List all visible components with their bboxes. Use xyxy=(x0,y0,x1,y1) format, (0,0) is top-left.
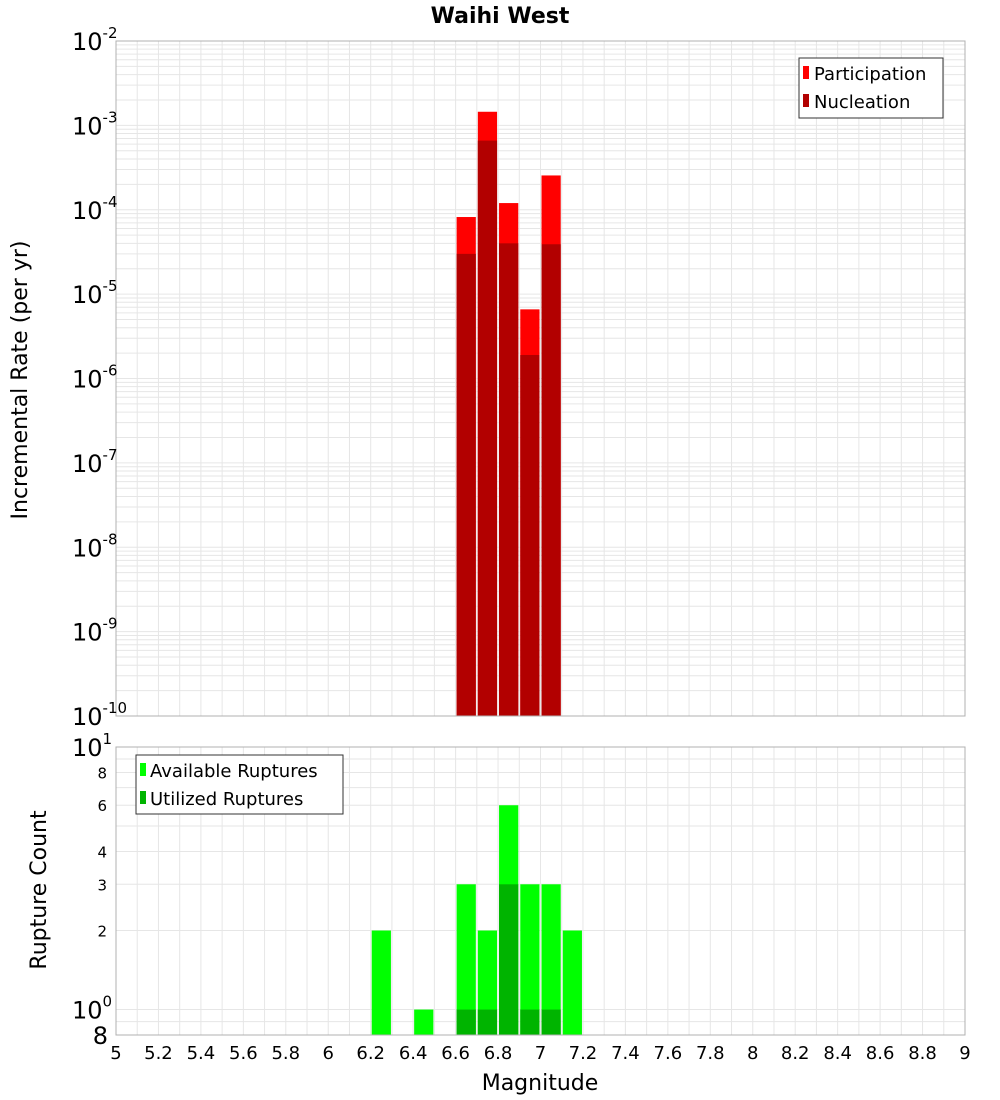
top-y-tick-label: 10-4 xyxy=(72,193,118,225)
x-tick-label: 6 xyxy=(323,1043,334,1064)
top-y-tick-label: 10-7 xyxy=(72,446,118,478)
top-bar-nucleation xyxy=(499,243,519,717)
top-legend-swatch xyxy=(803,66,809,79)
bottom-y-tick-label: 6 xyxy=(97,797,107,815)
bottom-bar-available-ruptures xyxy=(520,884,540,1035)
bottom-y-tick-label: 3 xyxy=(97,876,107,894)
x-tick-label: 7 xyxy=(535,1043,546,1064)
bottom-bar-available-ruptures xyxy=(414,1009,434,1035)
x-tick-label: 5.2 xyxy=(144,1043,173,1064)
x-tick-label: 5.6 xyxy=(229,1043,258,1064)
top-y-axis-label: Incremental Rate (per yr) xyxy=(8,241,33,520)
bottom-bar-available-ruptures xyxy=(371,930,391,1035)
top-bar-nucleation xyxy=(520,354,540,716)
top-y-tick-label: 10-5 xyxy=(72,277,118,309)
bottom-legend-label: Available Ruptures xyxy=(150,761,318,782)
top-bar-nucleation xyxy=(477,140,498,717)
top-bar-nucleation xyxy=(456,253,476,716)
bottom-y-axis-label: Rupture Count xyxy=(27,810,52,970)
top-panel: 10-10 10-9 10-8 10-7 10-6 10-5 10-4 10-3 10-2 Par… xyxy=(72,24,966,731)
x-tick-label: 9 xyxy=(959,1043,970,1064)
bottom-legend-swatch xyxy=(140,763,146,776)
bottom-bar-available-ruptures xyxy=(562,930,582,1035)
top-y-tick-label: 10-2 xyxy=(72,24,118,56)
bottom-bar-utilized-ruptures xyxy=(541,1009,561,1035)
x-tick-label: 7.2 xyxy=(569,1043,598,1064)
x-tick-label: 6.4 xyxy=(399,1043,428,1064)
bottom-legend: Available Ruptures Utilized Ruptures xyxy=(135,754,344,815)
bottom-plot-frame xyxy=(115,746,966,1036)
x-tick-label: 8 xyxy=(747,1043,758,1064)
x-tick-label: 8.4 xyxy=(823,1043,852,1064)
bottom-bar-available-ruptures xyxy=(541,884,561,1035)
top-legend-swatch xyxy=(803,94,809,107)
top-y-tick-label: 10-8 xyxy=(72,530,118,562)
bottom-legend-swatch xyxy=(140,791,146,804)
chart-title: Waihi West xyxy=(431,4,570,29)
x-tick-label: 5.4 xyxy=(187,1043,216,1064)
top-y-tick-label: 10-10 xyxy=(72,699,127,731)
x-tick-label: 6.2 xyxy=(356,1043,385,1064)
x-tick-label: 5 xyxy=(110,1043,121,1064)
x-tick-label: 8.2 xyxy=(781,1043,810,1064)
bottom-y-tick-label: 101 xyxy=(72,730,112,762)
bottom-y-tick-label: 4 xyxy=(97,843,107,861)
bottom-legend-box xyxy=(135,754,344,815)
x-tick-label: 6.6 xyxy=(441,1043,470,1064)
x-axis-label: Magnitude xyxy=(482,1071,599,1096)
x-tick-label: 8.8 xyxy=(908,1043,937,1064)
x-tick-label: 6.8 xyxy=(484,1043,513,1064)
x-tick-label: 5.8 xyxy=(271,1043,300,1064)
bottom-bar-utilized-ruptures xyxy=(477,1009,498,1035)
top-legend: Participation Nucleation xyxy=(798,57,944,119)
bottom-bar-utilized-ruptures xyxy=(520,1009,540,1035)
bottom-y-tick-label: 8 xyxy=(97,764,107,782)
bottom-bar-available-ruptures xyxy=(477,930,498,1035)
top-plot-frame xyxy=(115,40,966,717)
bottom-bar-available-ruptures xyxy=(456,884,476,1035)
top-legend-label: Participation xyxy=(814,64,926,85)
top-legend-box xyxy=(798,57,944,119)
bottom-bar-utilized-ruptures xyxy=(499,884,519,1035)
bottom-y-tick-label: 2 xyxy=(97,923,107,941)
bottom-legend-label: Utilized Ruptures xyxy=(150,789,303,810)
x-tick-label: 8.6 xyxy=(866,1043,895,1064)
top-y-tick-label: 10-3 xyxy=(72,108,118,140)
x-tick-label: 7.4 xyxy=(611,1043,640,1064)
x-tick-label: 7.8 xyxy=(696,1043,725,1064)
top-legend-label: Nucleation xyxy=(814,92,910,113)
top-y-tick-label: 10-6 xyxy=(72,362,118,394)
top-bar-nucleation xyxy=(541,244,561,717)
bottom-bar-utilized-ruptures xyxy=(456,1009,476,1035)
top-y-tick-label: 10-9 xyxy=(72,615,118,647)
x-tick-label: 7.6 xyxy=(654,1043,683,1064)
bottom-y-tick-label: 8 xyxy=(93,1022,108,1050)
bottom-y-tick-label: 100 xyxy=(72,993,112,1025)
